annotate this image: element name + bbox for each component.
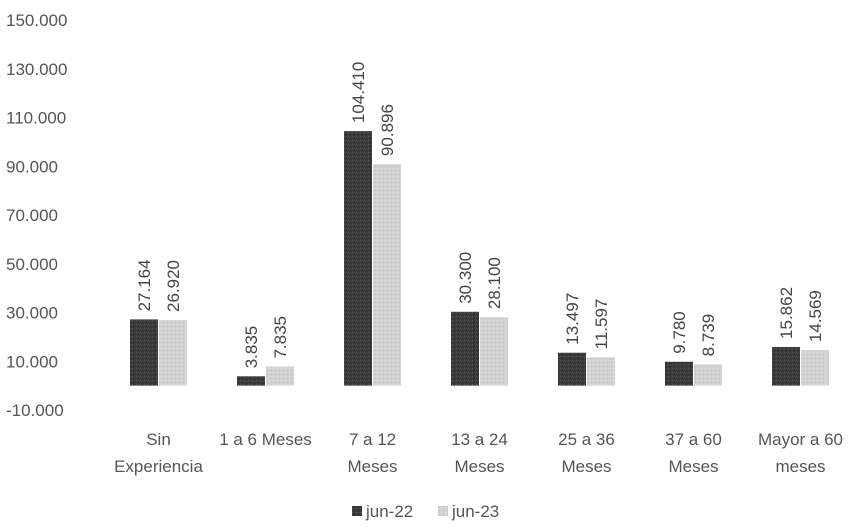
data-label-jun-22: 13.497 [563, 293, 582, 345]
y-tick-label: 130.000 [6, 60, 67, 79]
legend: jun-22 jun-23 [352, 502, 499, 521]
data-label-jun-23: 90.896 [378, 104, 397, 156]
x-category-label: 37 a 60 Meses [665, 430, 722, 476]
data-label-jun-23: 11.597 [592, 299, 611, 350]
data-label-jun-22: 9.780 [670, 311, 689, 354]
x-category-label: Sin Experiencia [114, 430, 203, 476]
bar-jun-22 [772, 346, 800, 386]
y-tick-label: 50.000 [6, 255, 58, 274]
y-tick-label: 30.000 [6, 304, 58, 323]
data-label-jun-22: 30.300 [456, 252, 475, 304]
y-tick-label: 150.000 [6, 11, 67, 30]
bar-jun-23 [587, 357, 615, 386]
legend-swatch-jun-23 [438, 506, 448, 516]
y-tick-label: 90.000 [6, 157, 58, 176]
data-label-jun-22: 3.835 [242, 326, 261, 369]
x-category-label: 25 a 36 Meses [558, 430, 615, 476]
bar-jun-22 [558, 352, 586, 386]
y-axis: 150.000 130.000 110.000 90.000 70.000 50.000 3… [6, 11, 67, 420]
bar-jun-22 [237, 376, 265, 386]
data-label-jun-23: 28.100 [485, 257, 504, 309]
x-category-label: 13 a 24 Meses [451, 430, 508, 476]
bar-jun-23 [373, 164, 401, 386]
data-labels: 27.164 26.920 3.835 7.835 104.410 90.896 30.30… [135, 62, 825, 369]
y-tick-label: 70.000 [6, 206, 58, 225]
bar-jun-22 [451, 311, 479, 386]
bar-jun-23 [266, 366, 294, 386]
bar-jun-23 [480, 317, 508, 386]
data-label-jun-22: 27.164 [135, 259, 154, 311]
data-label-jun-23: 26.920 [164, 260, 183, 312]
legend-label-jun-23: jun-23 [451, 502, 499, 521]
x-category-label: 1 a 6 Meses [219, 430, 312, 449]
data-label-jun-22: 104.410 [349, 62, 368, 123]
x-category-label: Mayor a 60 meses [758, 430, 843, 476]
legend-label-jun-22: jun-22 [365, 502, 413, 521]
bar-jun-23 [694, 364, 722, 386]
x-category-label: 7 a 12 Meses [347, 430, 397, 476]
data-label-jun-23: 14.569 [806, 290, 825, 342]
bar-jun-22 [130, 319, 158, 386]
legend-swatch-jun-22 [352, 506, 362, 516]
data-label-jun-23: 8.739 [699, 314, 718, 357]
y-tick-label: 110.000 [6, 109, 66, 128]
y-tick-label: -10.000 [6, 401, 64, 420]
x-axis: Sin Experiencia 1 a 6 Meses 7 a 12 Meses 13 a… [114, 430, 843, 476]
data-label-jun-23: 7.835 [271, 316, 290, 359]
bar-jun-23 [159, 320, 187, 386]
bar-jun-22 [344, 131, 372, 386]
bar-jun-22 [665, 361, 693, 386]
bar-jun-23 [801, 350, 829, 386]
y-tick-label: 10.000 [6, 352, 58, 371]
bars [130, 131, 829, 386]
data-label-jun-22: 15.862 [777, 287, 796, 339]
